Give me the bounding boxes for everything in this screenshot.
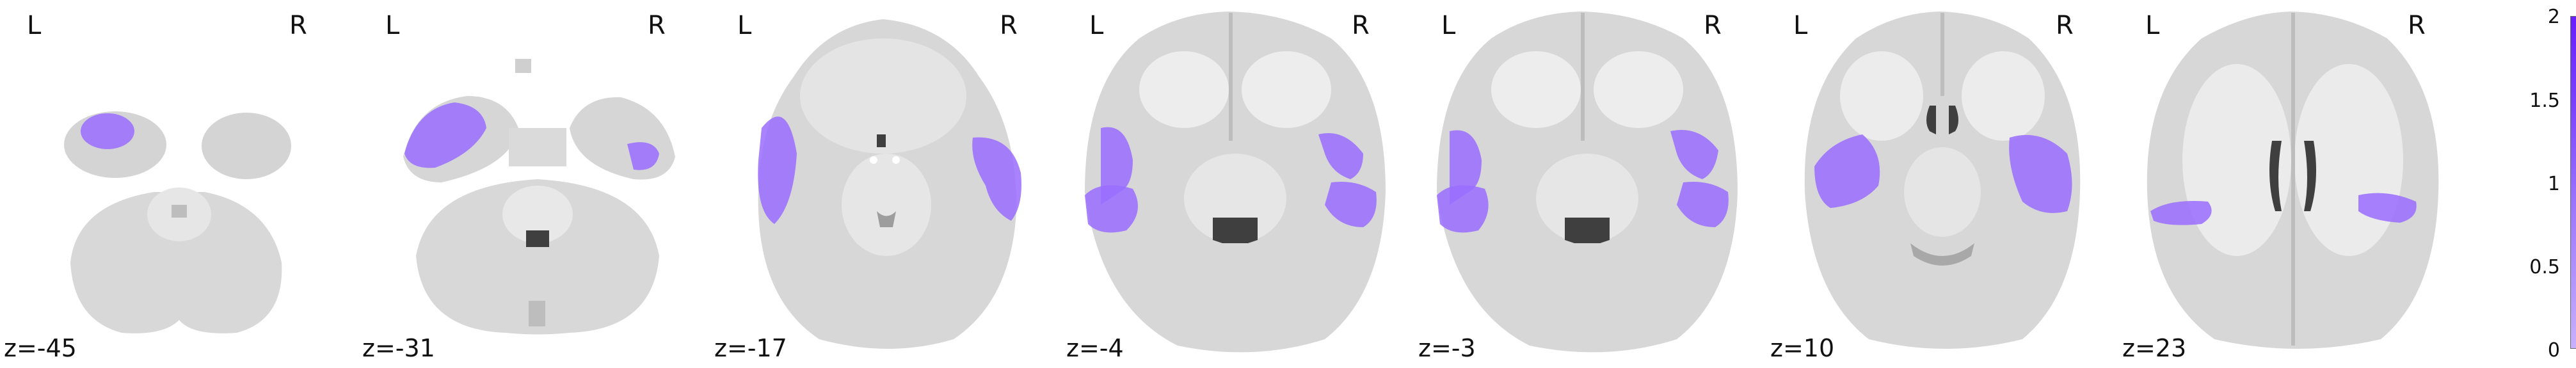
- brain-slice-image: [64, 111, 291, 333]
- brain-slice-panel: L R z=-31: [358, 0, 709, 368]
- colorbar-tick-label: 0.5: [2529, 256, 2560, 278]
- right-orientation-label: R: [2056, 11, 2074, 40]
- brain-slice-image: [1437, 12, 1738, 353]
- slice-z-label: z=23: [2122, 334, 2187, 362]
- colorbar: [2570, 16, 2576, 349]
- slice-z-label: z=-4: [1066, 334, 1124, 362]
- brain-slice-image: [1804, 12, 2081, 349]
- brain-slice-panel: L R z=10: [1766, 0, 2117, 368]
- brain-slice-image: [403, 59, 675, 335]
- brain-slice-panel: L R z=-17: [710, 0, 1061, 368]
- colorbar-tick-label: 1.5: [2529, 90, 2560, 112]
- left-orientation-label: L: [1793, 11, 1808, 40]
- slice-z-label: z=-45: [4, 334, 77, 362]
- right-orientation-label: R: [1352, 11, 1370, 40]
- right-orientation-label: R: [1704, 11, 1722, 40]
- brain-slice-panel: L R z=-45: [0, 0, 351, 368]
- slice-z-label: z=-3: [1418, 334, 1476, 362]
- left-orientation-label: L: [27, 11, 42, 40]
- left-orientation-label: L: [385, 11, 400, 40]
- left-orientation-label: L: [2145, 11, 2160, 40]
- slice-z-label: z=10: [1770, 334, 1835, 362]
- brain-slice-panel: L R z=-4: [1062, 0, 1413, 368]
- left-orientation-label: L: [1441, 11, 1456, 40]
- left-orientation-label: L: [737, 11, 752, 40]
- right-orientation-label: R: [2408, 11, 2426, 40]
- brain-slice-image: [758, 19, 1021, 349]
- right-orientation-label: R: [648, 11, 666, 40]
- right-orientation-label: R: [1000, 11, 1018, 40]
- brain-slice-panel: L R z=-3: [1414, 0, 1765, 368]
- brain-slice-image: [1085, 12, 1386, 353]
- brain-slice-panel: L R z=23: [2118, 0, 2469, 368]
- colorbar-tick-label: 0: [2547, 339, 2560, 362]
- colorbar-tick-label: 1: [2547, 173, 2560, 195]
- brain-slice-image: [2147, 12, 2439, 349]
- slice-z-label: z=-31: [362, 334, 435, 362]
- slice-z-label: z=-17: [714, 334, 787, 362]
- right-orientation-label: R: [289, 11, 307, 40]
- colorbar-tick-label: 2: [2547, 6, 2560, 28]
- left-orientation-label: L: [1089, 11, 1104, 40]
